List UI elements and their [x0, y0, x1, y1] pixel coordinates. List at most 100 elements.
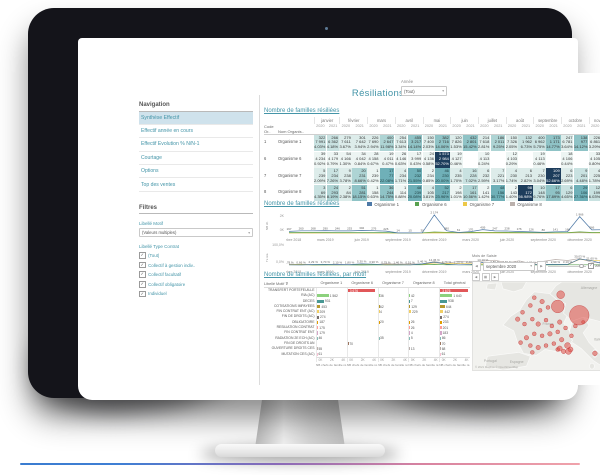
- table-cell[interactable]: 138 977 14.12%: [573, 134, 589, 151]
- sidebar-item[interactable]: Top des ventes: [139, 178, 253, 192]
- map-bubble[interactable]: [551, 299, 565, 313]
- bar-mark[interactable]: [317, 299, 324, 303]
- table-cell[interactable]: 400 6 962 5.75%: [533, 134, 546, 151]
- table-cell[interactable]: 1 239 0.42%: [367, 168, 380, 185]
- table-cell[interactable]: 6 223 2.69%: [561, 168, 574, 185]
- map-bubble[interactable]: [520, 310, 525, 315]
- motif-bar-cell[interactable]: [346, 330, 378, 336]
- checkbox-icon[interactable]: ✓: [139, 290, 146, 298]
- table-cell[interactable]: 382 2 716 14.06%: [435, 134, 450, 151]
- checkbox-icon[interactable]: ✓: [139, 271, 146, 279]
- motif-bar-cell[interactable]: 46: [316, 335, 347, 341]
- table-cell[interactable]: 2 143 1.40%: [505, 185, 519, 202]
- filter-checkbox-row[interactable]: ✓ (Tout): [139, 252, 253, 259]
- motif-bar-cell[interactable]: [346, 314, 378, 320]
- sidebar-item[interactable]: Courtage: [139, 152, 253, 165]
- month-slider[interactable]: [548, 262, 586, 270]
- map-bubble[interactable]: [543, 317, 549, 323]
- motif-bar-cell[interactable]: 442: [439, 309, 470, 315]
- map-bubble[interactable]: [581, 320, 585, 324]
- motif-bar-cell[interactable]: [316, 340, 347, 347]
- bar-mark[interactable]: [440, 304, 445, 309]
- motif-bar-cell[interactable]: 644: [439, 303, 470, 310]
- motif-bar-cell[interactable]: 35: [377, 335, 409, 341]
- table-cell[interactable]: 20 231 8.66%: [352, 168, 367, 185]
- table-cell[interactable]: 50 232 21.55%: [407, 168, 423, 185]
- month-select[interactable]: septembre 2020 ▾: [483, 261, 535, 271]
- motif-bar-cell[interactable]: 233: [439, 319, 470, 326]
- table-cell[interactable]: 24 4 136 0.58%: [422, 151, 435, 168]
- legend-item[interactable]: Organisme 7: [462, 202, 494, 207]
- map-bubble[interactable]: [545, 305, 551, 310]
- table-cell[interactable]: 54 4 166 1.30%: [339, 151, 352, 168]
- map-bubble[interactable]: [528, 303, 533, 308]
- motif-bar-cell[interactable]: 4: [377, 309, 409, 315]
- history-checkbox-row[interactable]: ✓ Afficher l'hi..: [588, 263, 600, 269]
- motif-bar-cell[interactable]: [346, 303, 378, 310]
- bar-mark[interactable]: [440, 347, 441, 351]
- motif-bar-cell[interactable]: 7: [408, 298, 439, 304]
- table-cell[interactable]: 3 69 4.35%: [314, 185, 327, 202]
- motif-filter-select[interactable]: (Valeurs multiples) ▾: [139, 228, 253, 238]
- map-bubble[interactable]: [530, 350, 535, 355]
- table-cell[interactable]: 48 156 30.77%: [490, 185, 506, 202]
- sidebar-item[interactable]: Effectif Evolution % N/N-1: [139, 138, 253, 152]
- table-cell[interactable]: 279 7 611 3.67%: [339, 134, 352, 151]
- table-cell[interactable]: 10 148 6.76%: [533, 185, 546, 202]
- bar-mark[interactable]: [317, 326, 319, 330]
- motif-bar-cell[interactable]: [346, 335, 378, 341]
- table-cell[interactable]: 214 7 618 2.81%: [477, 134, 491, 151]
- motif-bar-cell[interactable]: 274: [316, 314, 347, 320]
- table-cell[interactable]: 4 234 1.71%: [394, 168, 408, 185]
- motif-bar-cell[interactable]: 70: [439, 340, 470, 347]
- table-cell[interactable]: 19 4 113 0.46%: [533, 151, 546, 168]
- bar-mark[interactable]: [440, 299, 448, 303]
- month-prev-button[interactable]: ◀: [472, 261, 481, 271]
- bar-mark[interactable]: [409, 310, 412, 314]
- motif-bar-cell[interactable]: 55: [316, 346, 347, 352]
- legend-item[interactable]: Organisme 8: [510, 202, 542, 207]
- motif-bar-cell[interactable]: 61: [316, 351, 347, 357]
- table-cell[interactable]: 2 141 1.42%: [477, 185, 491, 202]
- bar-mark[interactable]: [409, 304, 411, 309]
- motif-bar-cell[interactable]: 175: [316, 325, 347, 331]
- table-cell[interactable]: 17 77 22.08%: [379, 168, 395, 185]
- table-cell[interactable]: 432 2 801 15.42%: [463, 134, 478, 151]
- legend-item[interactable]: Organisme 1: [367, 202, 399, 207]
- table-cell[interactable]: 36 244 14.75%: [379, 185, 395, 202]
- map-bubble[interactable]: [539, 333, 545, 338]
- table-cell[interactable]: 28 4 158 0.67%: [367, 151, 380, 168]
- table-cell[interactable]: 98 172 56.98%: [518, 185, 533, 202]
- table-cell[interactable]: 52 217 23.96%: [435, 185, 450, 202]
- map-bubble[interactable]: [565, 348, 572, 355]
- table-cell[interactable]: 254 7 613 3.34%: [394, 134, 408, 151]
- map-bubble[interactable]: [592, 350, 598, 356]
- table-cell[interactable]: 12 199 6.03%: [588, 185, 600, 202]
- motif-bar-cell[interactable]: 453: [316, 303, 347, 310]
- table-cell[interactable]: 301 7 642 3.94%: [352, 134, 367, 151]
- table-cell[interactable]: 322 7 991 4.03%: [314, 134, 327, 151]
- table-cell[interactable]: 109 207 52.66%: [546, 168, 561, 185]
- table-cell[interactable]: 2 198 1.01%: [450, 185, 463, 202]
- motif-bar-cell[interactable]: 179: [316, 330, 347, 336]
- motif-bar-cell[interactable]: [377, 325, 409, 331]
- map-bubble[interactable]: [549, 323, 555, 329]
- motif-bar-cell[interactable]: [408, 288, 439, 294]
- slider-handle[interactable]: [579, 263, 584, 269]
- table-cell[interactable]: 48 239 20.08%: [407, 185, 423, 202]
- table-cell[interactable]: 19 4 127 0.46%: [450, 151, 463, 168]
- motif-bar-cell[interactable]: 931: [316, 298, 347, 304]
- table-cell[interactable]: [518, 152, 533, 168]
- map-bubble[interactable]: [547, 331, 553, 337]
- motif-bar-cell[interactable]: [377, 298, 409, 304]
- bar-mark[interactable]: [347, 342, 349, 346]
- table-cell[interactable]: 34 4 042 0.84%: [352, 151, 367, 168]
- motif-bar-cell[interactable]: 68: [439, 346, 470, 352]
- sidebar-item[interactable]: Options: [139, 165, 253, 179]
- year-filter-select[interactable]: (Tout) ▾: [401, 86, 447, 96]
- motif-bar-cell[interactable]: 3 676: [439, 288, 470, 294]
- motif-bar-cell[interactable]: 4: [408, 330, 439, 336]
- map-bubble[interactable]: [569, 333, 574, 338]
- table-cell[interactable]: 173 1 171 14.77%: [546, 134, 561, 151]
- table-cell[interactable]: 4 230 1.74%: [505, 168, 519, 185]
